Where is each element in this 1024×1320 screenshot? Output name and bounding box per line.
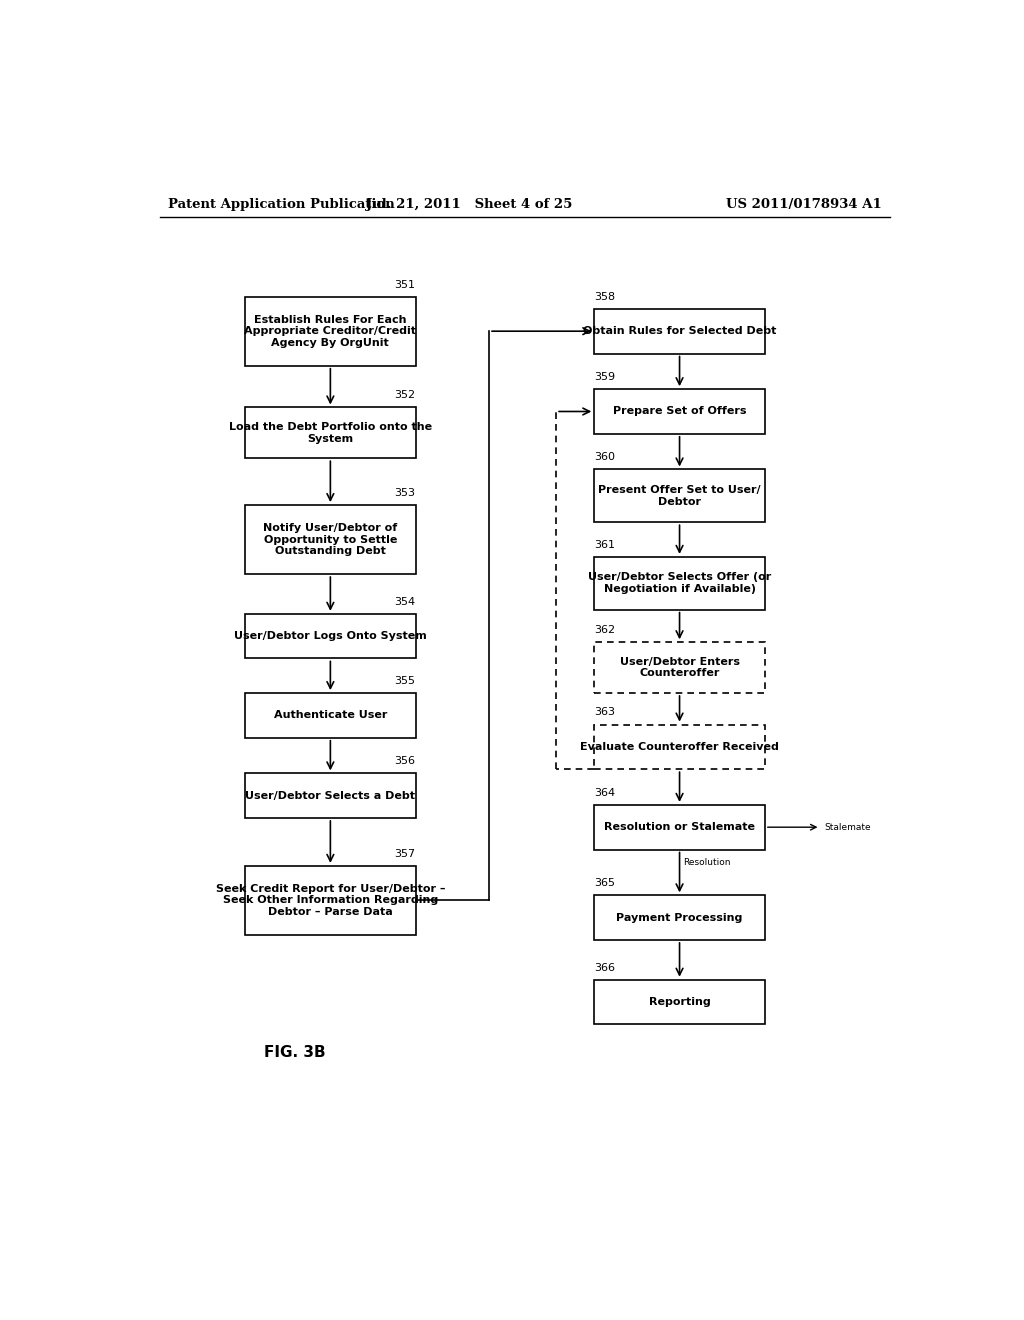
Text: 362: 362 xyxy=(594,626,615,635)
FancyBboxPatch shape xyxy=(594,979,765,1024)
Text: 364: 364 xyxy=(594,788,615,797)
FancyBboxPatch shape xyxy=(245,297,416,366)
Text: 354: 354 xyxy=(394,597,416,607)
Text: Seek Credit Report for User/Debtor –
Seek Other Information Regarding
Debtor – P: Seek Credit Report for User/Debtor – See… xyxy=(216,884,445,917)
Text: Authenticate User: Authenticate User xyxy=(273,710,387,721)
FancyBboxPatch shape xyxy=(594,389,765,434)
FancyBboxPatch shape xyxy=(594,470,765,523)
Text: User/Debtor Selects Offer (or
Negotiation if Available): User/Debtor Selects Offer (or Negotiatio… xyxy=(588,573,771,594)
FancyBboxPatch shape xyxy=(594,643,765,693)
Text: Reporting: Reporting xyxy=(648,997,711,1007)
Text: Present Offer Set to User/
Debtor: Present Offer Set to User/ Debtor xyxy=(598,484,761,507)
Text: Stalemate: Stalemate xyxy=(824,822,871,832)
Text: 357: 357 xyxy=(394,849,416,859)
FancyBboxPatch shape xyxy=(245,506,416,574)
FancyBboxPatch shape xyxy=(245,693,416,738)
Text: 360: 360 xyxy=(594,453,615,462)
Text: User/Debtor Logs Onto System: User/Debtor Logs Onto System xyxy=(234,631,427,642)
Text: 363: 363 xyxy=(594,708,615,718)
Text: Prepare Set of Offers: Prepare Set of Offers xyxy=(612,407,746,417)
Text: User/Debtor Enters
Counteroffer: User/Debtor Enters Counteroffer xyxy=(620,657,739,678)
FancyBboxPatch shape xyxy=(594,805,765,850)
FancyBboxPatch shape xyxy=(594,309,765,354)
Text: Resolution or Stalemate: Resolution or Stalemate xyxy=(604,822,755,832)
Text: 359: 359 xyxy=(594,372,615,381)
Text: Resolution: Resolution xyxy=(684,858,731,867)
Text: 358: 358 xyxy=(594,292,615,302)
Text: 356: 356 xyxy=(394,756,416,766)
FancyBboxPatch shape xyxy=(594,895,765,940)
Text: 355: 355 xyxy=(394,676,416,686)
Text: Obtain Rules for Selected Debt: Obtain Rules for Selected Debt xyxy=(583,326,776,337)
FancyBboxPatch shape xyxy=(245,774,416,818)
Text: 361: 361 xyxy=(594,540,615,549)
Text: Jul. 21, 2011   Sheet 4 of 25: Jul. 21, 2011 Sheet 4 of 25 xyxy=(366,198,572,211)
Text: User/Debtor Selects a Debt: User/Debtor Selects a Debt xyxy=(246,791,416,801)
Text: Patent Application Publication: Patent Application Publication xyxy=(168,198,394,211)
Text: 353: 353 xyxy=(394,488,416,498)
Text: 366: 366 xyxy=(594,962,615,973)
Text: 352: 352 xyxy=(394,391,416,400)
FancyBboxPatch shape xyxy=(245,408,416,458)
Text: 365: 365 xyxy=(594,878,615,888)
Text: Establish Rules For Each
Appropriate Creditor/Credit
Agency By OrgUnit: Establish Rules For Each Appropriate Cre… xyxy=(245,314,417,347)
Text: Load the Debt Portfolio onto the
System: Load the Debt Portfolio onto the System xyxy=(228,422,432,444)
FancyBboxPatch shape xyxy=(594,557,765,610)
Text: 351: 351 xyxy=(394,280,416,289)
FancyBboxPatch shape xyxy=(245,614,416,659)
Text: US 2011/0178934 A1: US 2011/0178934 A1 xyxy=(726,198,882,211)
Text: Evaluate Counteroffer Received: Evaluate Counteroffer Received xyxy=(581,742,779,752)
Text: Payment Processing: Payment Processing xyxy=(616,912,742,923)
Text: FIG. 3B: FIG. 3B xyxy=(264,1045,326,1060)
FancyBboxPatch shape xyxy=(594,725,765,770)
FancyBboxPatch shape xyxy=(245,866,416,935)
Text: Notify User/Debtor of
Opportunity to Settle
Outstanding Debt: Notify User/Debtor of Opportunity to Set… xyxy=(263,523,397,556)
